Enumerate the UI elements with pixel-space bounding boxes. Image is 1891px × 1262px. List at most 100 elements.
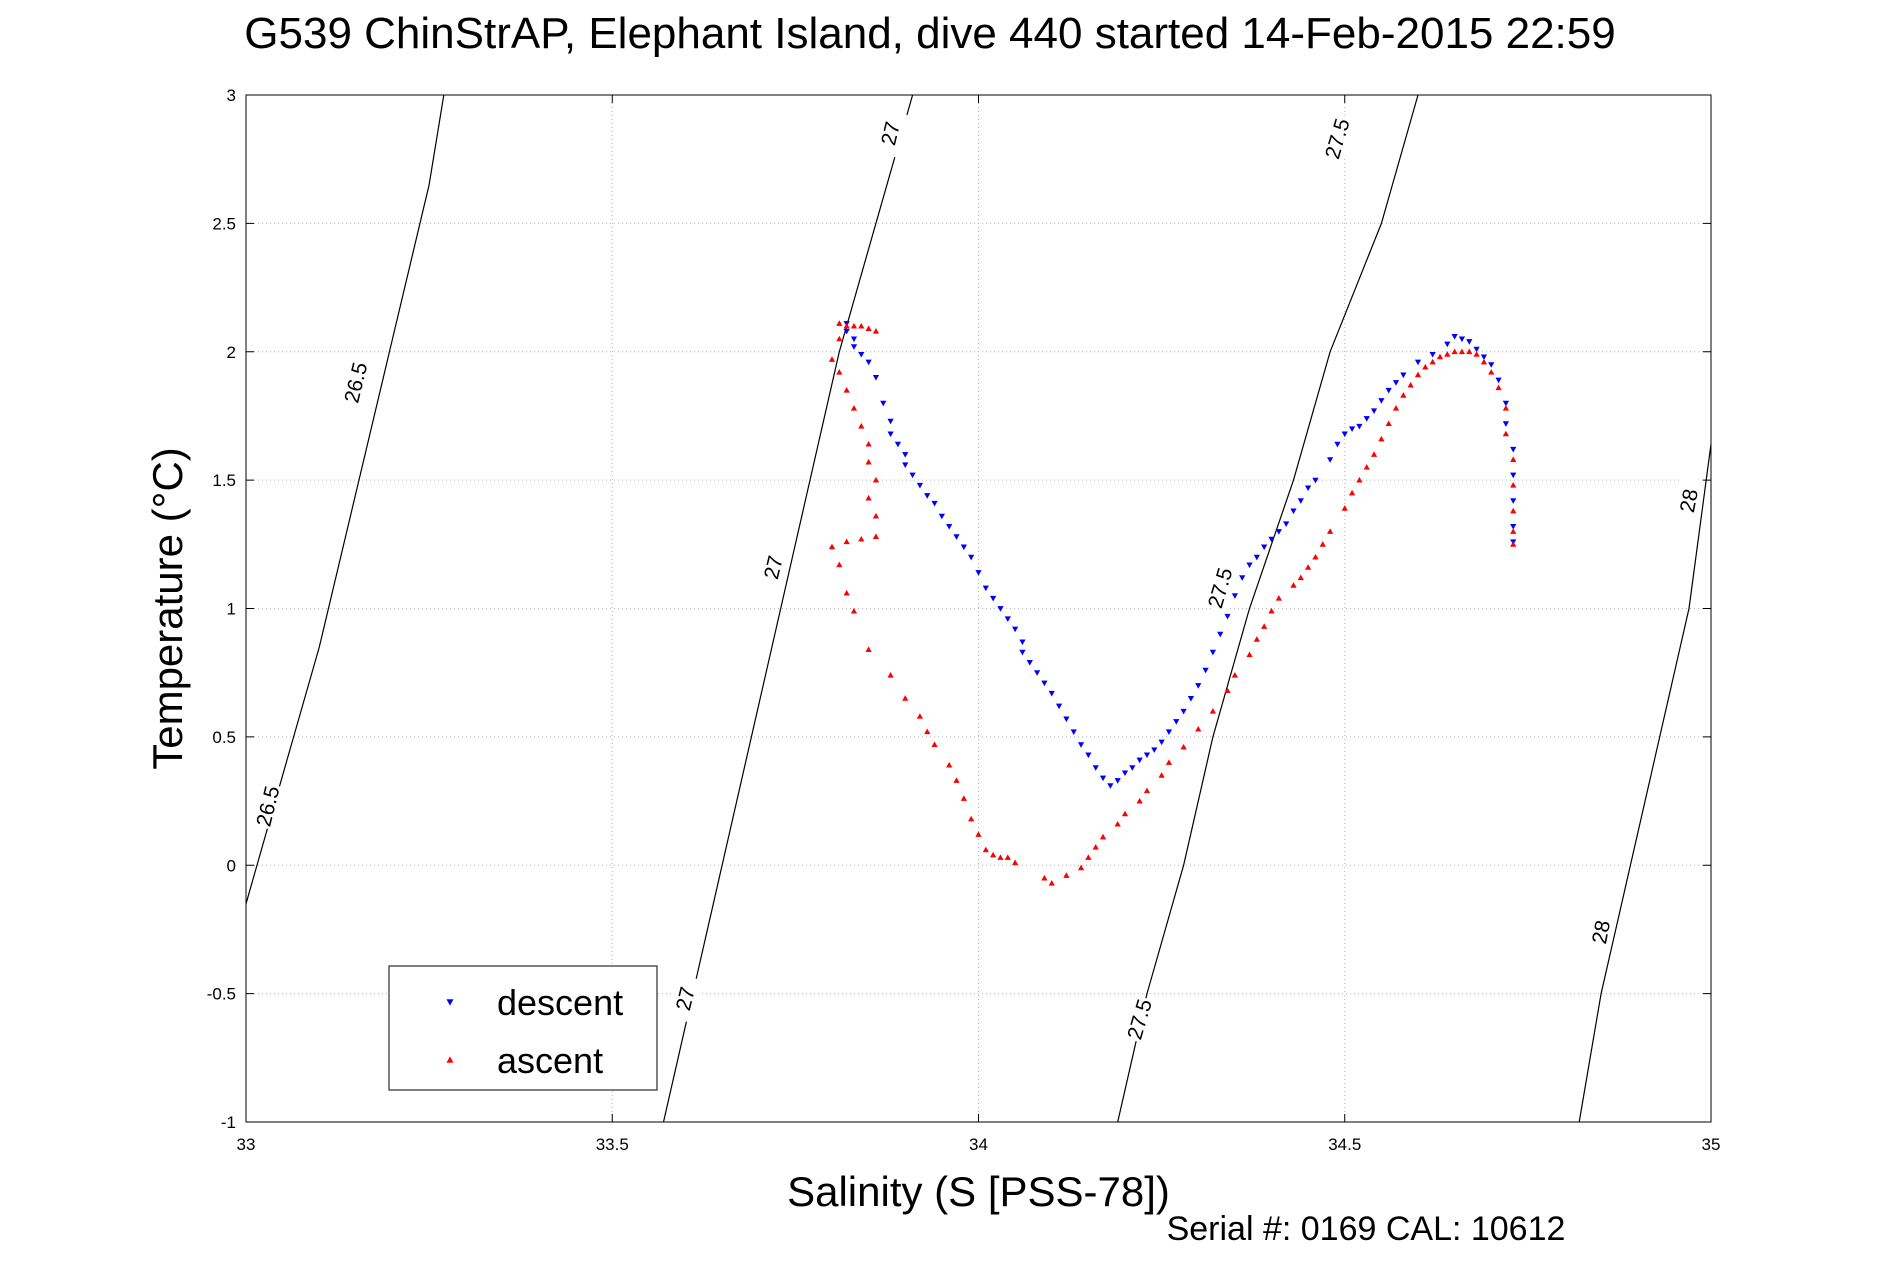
isopycnal-26-5 (246, 95, 445, 904)
ascent-point (843, 589, 850, 596)
descent-point (850, 336, 858, 343)
y-tick-label: 3 (227, 86, 236, 105)
y-tick-label: 2.5 (212, 214, 236, 233)
descent-point (1012, 626, 1019, 633)
isopycnal-27-5 (1117, 95, 1419, 1122)
descent-point (1334, 441, 1341, 448)
legend-marker-ascent (446, 1056, 454, 1063)
ascent-point (1004, 854, 1011, 860)
descent-point (1151, 747, 1158, 753)
descent-point (997, 606, 1004, 612)
descent-point (1033, 670, 1041, 676)
descent-point (938, 513, 945, 520)
descent-point (982, 585, 989, 592)
legend-label-ascent: ascent (497, 1040, 603, 1081)
ascent-point (1275, 595, 1282, 601)
descent-point (916, 482, 924, 489)
ascent-point (850, 405, 858, 411)
ascent-point (1312, 553, 1319, 560)
contour-label-bg (668, 974, 703, 1023)
descent-point (990, 595, 997, 602)
descent-point (1488, 362, 1495, 368)
y-tick-label: 2 (227, 343, 236, 362)
ascent-point (1341, 505, 1348, 511)
descent-point (1099, 775, 1107, 782)
descent-point (1297, 498, 1304, 504)
descent-point (1055, 703, 1063, 710)
ascent-point (960, 795, 967, 801)
y-tick-label: 0 (227, 856, 236, 875)
ascent-point (1429, 358, 1436, 365)
ascent-point (843, 387, 850, 393)
ascent-point (865, 458, 872, 465)
descent-point (1510, 523, 1517, 530)
contour-label-bg (1585, 908, 1618, 956)
descent-point (1246, 562, 1253, 569)
ascent-point (872, 327, 880, 334)
descent-point (946, 523, 953, 530)
descent-point (1458, 336, 1466, 343)
ascent-point (1268, 607, 1275, 614)
ascent-point (887, 672, 894, 678)
ascent-point (872, 476, 880, 483)
descent-point (1180, 708, 1187, 715)
descent-point (902, 452, 909, 458)
series-descent (843, 321, 1517, 789)
contour-label: 26.5 (252, 784, 284, 829)
descent-point (1026, 660, 1033, 666)
y-tick-label: -1 (221, 1113, 236, 1132)
descent-point (1510, 498, 1517, 504)
ascent-point (872, 512, 880, 519)
ascent-point (865, 494, 872, 501)
descent-point (1348, 426, 1356, 432)
ascent-point (1363, 464, 1370, 470)
ascent-point (1261, 623, 1268, 629)
ascent-point (1466, 348, 1473, 355)
contour-label: 27.5 (1123, 997, 1157, 1043)
contour-label-bg (1673, 476, 1706, 525)
ascent-point (843, 322, 850, 329)
descent-point (865, 359, 872, 366)
descent-point (1290, 508, 1297, 515)
ascent-point (997, 854, 1004, 860)
ascent-point (1297, 574, 1304, 581)
ascent-point (1253, 636, 1260, 642)
legend-label-descent: descent (497, 982, 623, 1023)
descent-point (1224, 613, 1231, 620)
contour-label: 26.5 (340, 360, 372, 405)
descent-point (1444, 341, 1451, 348)
isopycnal-27 (662, 95, 914, 1122)
ascent-point (1510, 456, 1517, 462)
ascent-point (1099, 833, 1107, 840)
ascent-point (902, 695, 909, 701)
ascent-point (946, 761, 953, 768)
ascent-point (1356, 476, 1363, 483)
descent-point (1063, 716, 1070, 723)
ascent-point (916, 713, 924, 719)
ascent-point (1012, 859, 1019, 866)
ascent-point (1158, 772, 1165, 778)
ascent-point (982, 846, 989, 853)
descent-point (1378, 398, 1385, 404)
descent-point (1502, 400, 1510, 407)
ascent-point (1370, 451, 1378, 457)
ascent-point (858, 535, 865, 542)
descent-point (1121, 770, 1129, 777)
contour-label: 28 (1588, 918, 1615, 945)
descent-point (1041, 680, 1048, 687)
descent-point (1209, 649, 1217, 656)
ascent-point (1436, 353, 1444, 360)
contour-label-bg (1319, 114, 1356, 164)
contour-label-bg (339, 358, 373, 407)
descent-point (1326, 457, 1334, 463)
descent-point (1092, 765, 1099, 771)
ascent-point (1121, 810, 1129, 817)
ascent-point (1407, 381, 1414, 388)
descent-point (1502, 421, 1510, 427)
ascent-point (858, 422, 865, 429)
contour-label: 27.5 (1321, 116, 1355, 162)
ascent-point (1495, 384, 1502, 391)
ascent-point (1458, 348, 1466, 355)
ascent-point (1246, 651, 1253, 658)
series-ascent (828, 320, 1517, 886)
